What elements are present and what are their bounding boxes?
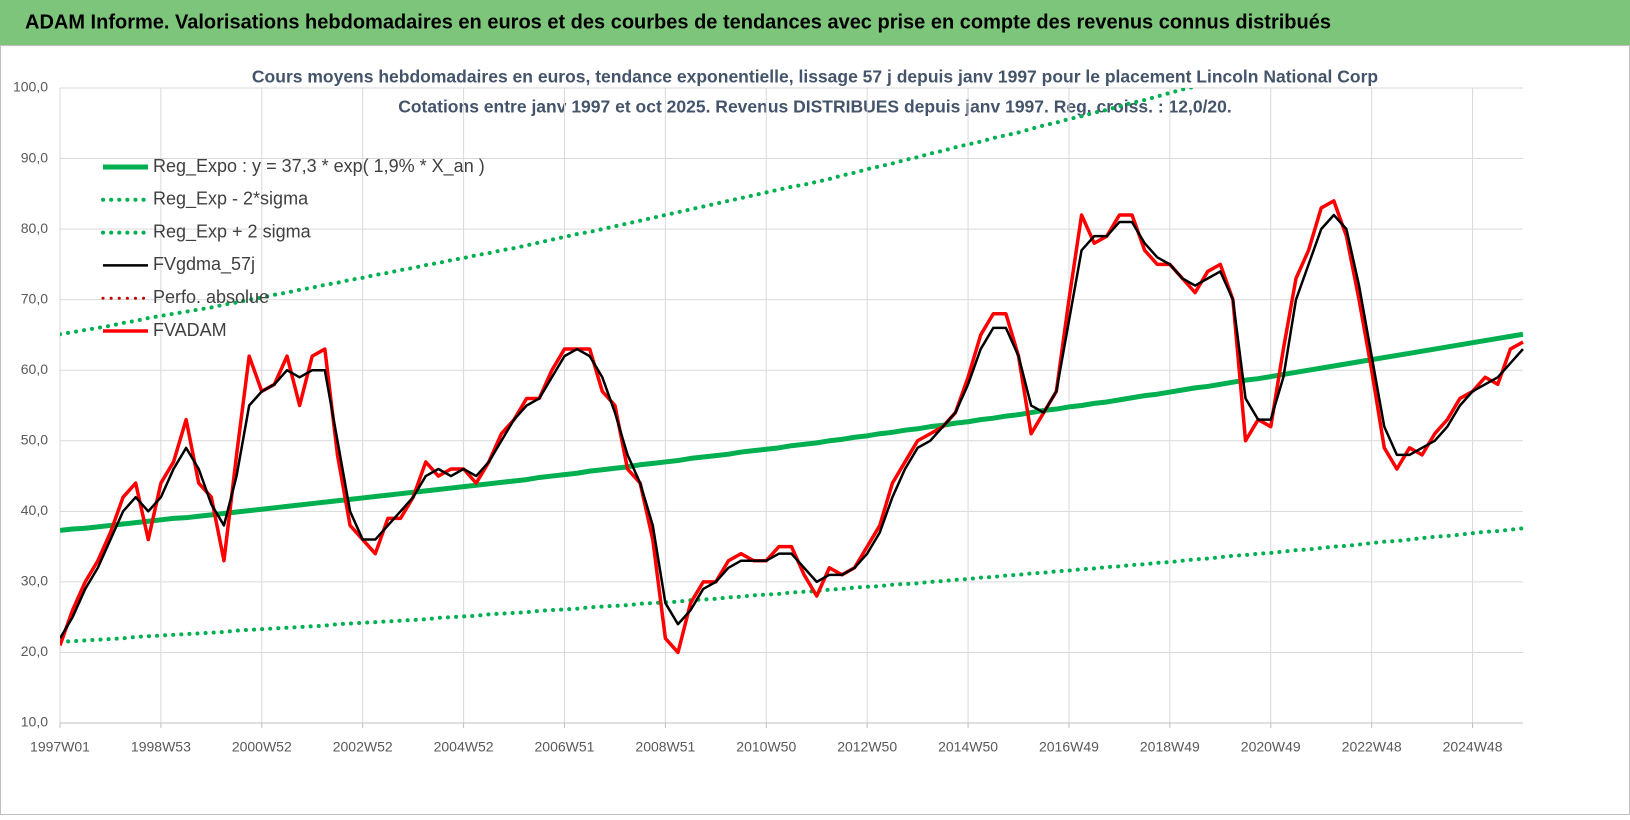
x-tick-label: 2016W49 <box>1039 739 1099 755</box>
x-tick-label: 2008W51 <box>635 739 695 755</box>
y-tick-label: 90,0 <box>21 149 48 165</box>
x-tick-label: 2010W50 <box>736 739 796 755</box>
header-band <box>0 0 1630 45</box>
legend-label: Reg_Exp + 2 sigma <box>153 221 312 242</box>
legend-label: FVgdma_57j <box>153 254 255 275</box>
y-tick-label: 30,0 <box>21 573 48 589</box>
y-tick-label: 80,0 <box>21 220 48 236</box>
legend-label: Reg_Expo : y = 37,3 * exp( 1,9% * X_an ) <box>153 156 485 177</box>
x-tick-label: 2022W48 <box>1342 739 1402 755</box>
x-tick-label: 2000W52 <box>232 739 292 755</box>
x-tick-label: 1997W01 <box>30 739 90 755</box>
y-tick-label: 10,0 <box>21 714 48 730</box>
y-tick-label: 60,0 <box>21 361 48 377</box>
header-title: ADAM Informe. Valorisations hebdomadaire… <box>25 11 1331 33</box>
series-line <box>60 213 1524 639</box>
x-tick-label: 2006W51 <box>535 739 595 755</box>
y-tick-label: 100,0 <box>13 79 48 95</box>
series-line <box>60 526 1525 644</box>
x-tick-label: 1998W53 <box>131 739 191 755</box>
legend-label: Reg_Exp - 2*sigma <box>153 189 309 210</box>
y-tick-label: 70,0 <box>21 290 48 306</box>
series-line <box>60 199 1524 655</box>
x-tick-label: 2002W52 <box>333 739 393 755</box>
x-tick-label: 2024W48 <box>1443 739 1503 755</box>
x-tick-label: 2018W49 <box>1140 739 1200 755</box>
chart-title: Cours moyens hebdomadaires en euros, ten… <box>252 67 1378 87</box>
plot-lines <box>60 88 1525 655</box>
y-tick-label: 50,0 <box>21 431 48 447</box>
x-tick-label: 2004W52 <box>434 739 494 755</box>
x-tick-label: 2014W50 <box>938 739 998 755</box>
legend-label: Perfo. absolue <box>153 287 269 307</box>
x-tick-label: 2012W50 <box>837 739 897 755</box>
legend-label: FVADAM <box>153 320 227 340</box>
legend: Reg_Expo : y = 37,3 * exp( 1,9% * X_an )… <box>101 156 485 340</box>
chart-subtitle: Cotations entre janv 1997 et oct 2025. R… <box>398 97 1232 117</box>
axes: 10,0 20,0 30,0 40,0 50,0 60,0 70,0 80,0 90,0 100,… <box>13 79 1523 755</box>
y-tick-label: 40,0 <box>21 502 48 518</box>
y-tick-label: 20,0 <box>21 643 48 659</box>
series-line <box>60 88 1198 337</box>
x-tick-label: 2020W49 <box>1241 739 1301 755</box>
